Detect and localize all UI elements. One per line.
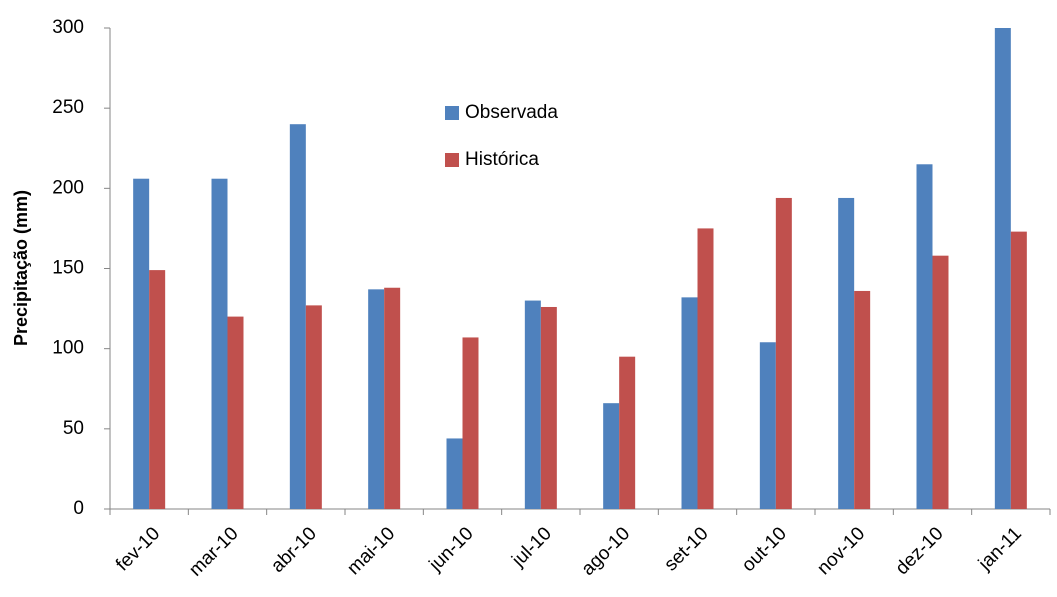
bar: [133, 178, 150, 510]
bar: [227, 316, 244, 509]
x-tick-label: dez-10: [892, 523, 948, 579]
bar: [368, 289, 385, 509]
y-tick-label: 200: [52, 177, 84, 198]
bar: [681, 297, 698, 509]
bar: [446, 438, 463, 509]
bar: [384, 287, 401, 509]
bar: [289, 124, 306, 509]
x-tick-label: jun-10: [425, 523, 478, 576]
y-axis-title: Precipitação (mm): [11, 190, 31, 346]
x-tick-label: fev-10: [112, 523, 164, 575]
bar: [462, 337, 479, 509]
x-tick-label: ago-10: [578, 523, 635, 580]
bar: [619, 356, 636, 509]
legend-label: Observada: [465, 102, 558, 123]
bar: [211, 178, 228, 510]
bar: [1010, 231, 1027, 509]
y-tick-label: 100: [52, 338, 84, 359]
y-tick-label: 50: [63, 418, 84, 439]
bar: [149, 270, 166, 509]
legend-swatch: [445, 106, 459, 120]
bar: [932, 255, 949, 509]
legend-label: Histórica: [465, 149, 539, 170]
x-tick-label: jan-11: [974, 523, 1026, 575]
y-tick-label: 150: [52, 258, 84, 279]
x-tick-label: mar-10: [185, 523, 242, 580]
bar: [540, 306, 557, 509]
bar: [697, 228, 714, 509]
bar: [916, 164, 933, 510]
y-tick-label: 300: [52, 17, 84, 38]
legend-swatch: [445, 153, 459, 167]
x-tick-label: nov-10: [813, 523, 869, 579]
bar: [305, 305, 322, 509]
bar: [759, 342, 776, 509]
y-tick-label: 250: [52, 97, 84, 118]
x-tick-label: jul-10: [507, 523, 555, 571]
x-tick-label: out-10: [738, 523, 791, 576]
x-tick-label: mai-10: [343, 523, 399, 579]
bar: [524, 300, 541, 509]
x-tick-label: abr-10: [267, 523, 321, 577]
bar: [603, 403, 620, 509]
bar: [838, 197, 855, 509]
y-tick-label: 0: [73, 498, 84, 519]
bar: [854, 290, 871, 509]
bar: [775, 197, 792, 509]
x-tick-label: set-10: [660, 523, 712, 575]
bar: [994, 28, 1011, 509]
